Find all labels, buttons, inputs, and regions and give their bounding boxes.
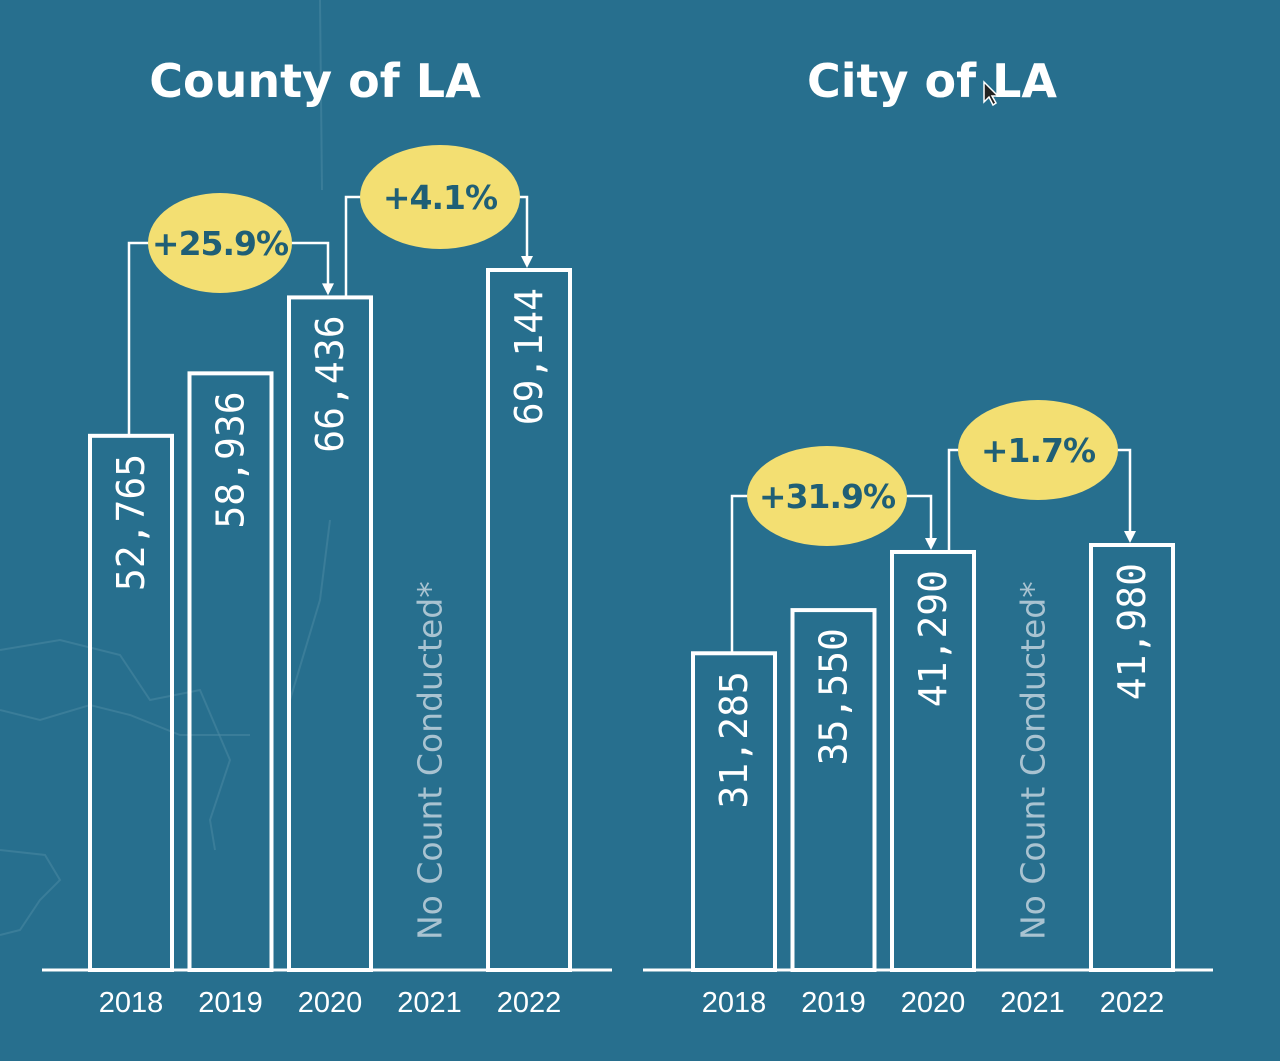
city-panel: City of LA 2018 31,285 2019 35,550 2020 41,29…	[643, 54, 1213, 1019]
city-bar-2019	[790, 608, 877, 972]
bar-value-label: 58,936	[209, 391, 253, 528]
change-percent-label: +4.1%	[383, 178, 498, 217]
county-bar-2020	[287, 295, 373, 973]
change-percent-label: +1.7%	[981, 431, 1096, 470]
city-bar-2020	[890, 549, 976, 973]
background-map	[0, 0, 331, 936]
bar-value-label: 52,765	[109, 454, 153, 591]
city-bar-2018	[691, 651, 777, 972]
no-count-label: No Count Conducted*	[1014, 581, 1053, 940]
x-tick-label: 2022	[497, 987, 562, 1019]
city-title: City of LA	[807, 54, 1057, 108]
city-bar-2022	[1089, 543, 1175, 972]
x-tick-label: 2021	[1000, 987, 1065, 1019]
mouse-cursor-icon	[983, 80, 1000, 107]
county-bar-2018	[88, 433, 174, 973]
change-percent-label: +31.9%	[759, 477, 896, 516]
arrow-down-icon	[521, 256, 533, 268]
county-bar-2022	[486, 268, 572, 972]
bar-value-label: 41,980	[1110, 563, 1154, 700]
county-title: County of LA	[149, 54, 481, 108]
arrow-down-icon	[1124, 531, 1136, 544]
x-tick-label: 2018	[99, 987, 164, 1019]
county-bar-2019	[187, 371, 274, 972]
x-tick-label: 2021	[397, 987, 462, 1019]
no-count-label: No Count Conducted*	[411, 581, 450, 940]
change-percent-label: +25.9%	[152, 224, 289, 263]
arrow-down-icon	[322, 283, 334, 296]
x-tick-label: 2022	[1100, 987, 1165, 1019]
bar-value-label: 69,144	[507, 288, 551, 425]
county-panel: County of LA 2018 52,765 2019 58,936 2020 66,…	[42, 54, 612, 1019]
x-tick-label: 2018	[702, 987, 767, 1019]
change-bubble	[958, 400, 1118, 500]
x-tick-label: 2019	[801, 987, 866, 1019]
bar-value-label: 66,436	[308, 315, 352, 452]
x-tick-label: 2020	[901, 987, 966, 1019]
bar-value-label: 41,290	[911, 570, 955, 707]
bar-value-label: 31,285	[712, 671, 756, 808]
change-bubble	[747, 446, 907, 546]
x-tick-label: 2020	[298, 987, 363, 1019]
x-tick-label: 2019	[198, 987, 263, 1019]
arrow-down-icon	[925, 537, 937, 550]
change-bubble	[360, 145, 520, 249]
change-bubble	[148, 193, 292, 293]
bar-value-label: 35,550	[812, 628, 856, 765]
